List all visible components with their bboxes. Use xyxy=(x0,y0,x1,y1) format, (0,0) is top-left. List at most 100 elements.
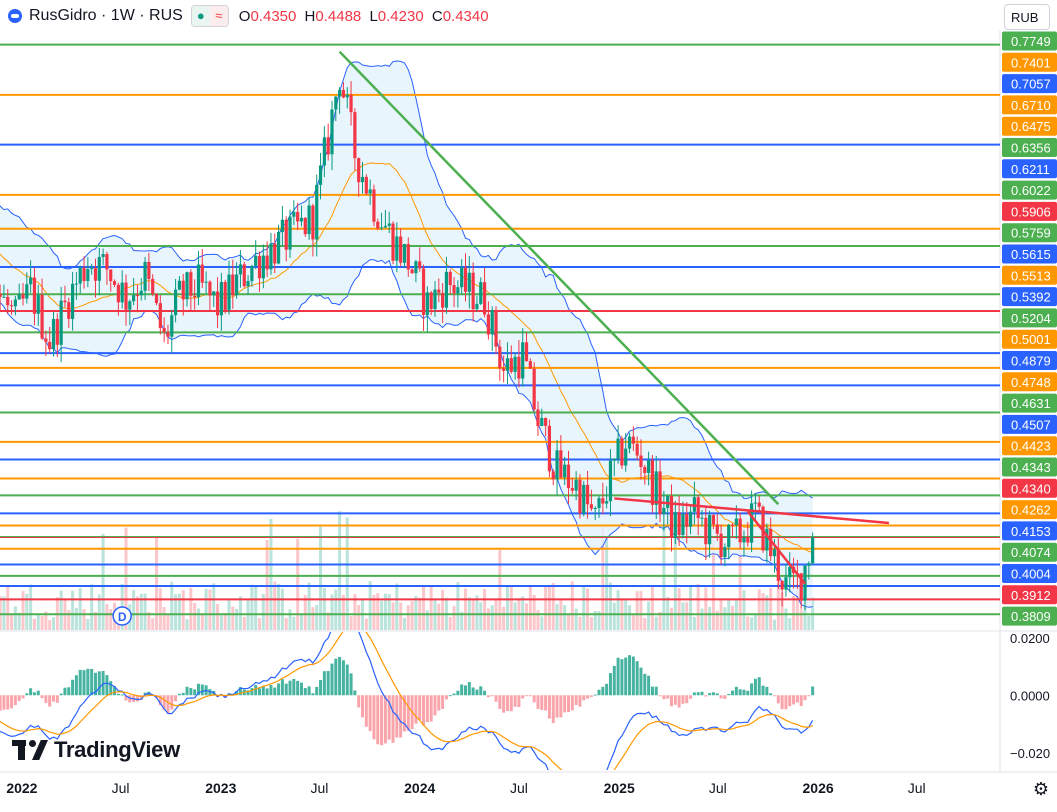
price-label: 0.4748 xyxy=(1011,375,1051,390)
histogram-bar xyxy=(307,686,311,696)
volume-bar xyxy=(52,617,56,630)
low-key: L xyxy=(369,7,378,25)
bollinger-lower xyxy=(0,259,813,608)
histogram-bar xyxy=(425,695,429,723)
price-label-box xyxy=(1002,585,1057,605)
symbol-title[interactable]: RusGidro · 1W · RUS xyxy=(29,7,183,24)
candle-body xyxy=(334,96,338,110)
candle-body xyxy=(124,282,128,310)
candle-body xyxy=(112,281,117,285)
candles xyxy=(0,81,815,611)
oscillator-pane xyxy=(0,632,815,770)
volume-bar xyxy=(807,615,811,630)
volume-bar xyxy=(254,585,258,630)
histogram-bar xyxy=(250,688,254,696)
volume-bar xyxy=(90,584,94,630)
volume-bar xyxy=(78,588,82,630)
trendline-red xyxy=(614,497,890,525)
volume-bar xyxy=(742,590,746,630)
histogram-bar xyxy=(280,679,284,696)
volume-bar xyxy=(662,524,666,630)
volume-bar xyxy=(177,593,181,630)
price-label: 0.5759 xyxy=(1011,226,1051,241)
volume-bar xyxy=(601,525,605,630)
histogram-bar xyxy=(570,695,574,711)
histogram-bar xyxy=(402,695,406,732)
tradingview-logo[interactable]: TradingView xyxy=(12,737,180,763)
histogram-bar xyxy=(383,695,387,744)
histogram-bar xyxy=(456,690,460,696)
histogram-bar xyxy=(784,695,788,710)
candle-body xyxy=(715,524,719,534)
candle-body xyxy=(681,514,685,535)
candle-body xyxy=(132,295,136,302)
volume-bar xyxy=(303,595,307,630)
histogram-bar xyxy=(319,679,323,696)
volume-bar xyxy=(502,606,506,630)
histogram-bar xyxy=(692,692,696,696)
candle-body xyxy=(273,243,277,264)
gear-icon[interactable]: ⚙ xyxy=(1032,779,1050,799)
histogram-bar xyxy=(2,695,6,710)
histogram-bar xyxy=(769,693,773,696)
histogram-bar xyxy=(90,668,94,696)
histogram-bar xyxy=(322,671,326,696)
candle-body xyxy=(658,471,662,515)
volume-bar xyxy=(505,586,509,630)
market-open-icon: ● xyxy=(191,6,210,26)
volume-bar xyxy=(200,613,204,630)
price-label: 0.4340 xyxy=(1011,481,1051,496)
candle-body xyxy=(109,269,113,282)
volume-bar xyxy=(692,616,696,630)
histogram-bar xyxy=(414,695,418,724)
volume-bar xyxy=(261,593,265,630)
volume-bar xyxy=(105,604,109,630)
candle-body xyxy=(441,292,445,308)
volume-bar xyxy=(242,616,246,630)
histogram-bar xyxy=(647,675,651,696)
histogram-bar xyxy=(181,692,185,696)
candle-body xyxy=(231,274,235,296)
volume-bar xyxy=(124,527,128,630)
volume-bar xyxy=(479,602,483,630)
histogram-bar xyxy=(105,675,109,696)
market-status-badge[interactable]: ● ≈ xyxy=(190,5,229,27)
candle-body xyxy=(147,261,151,279)
histogram-bar xyxy=(399,695,403,738)
candle-body xyxy=(734,518,738,526)
volume-bar xyxy=(669,607,673,630)
histogram-bar xyxy=(273,687,277,696)
candle-body xyxy=(292,211,296,217)
histogram-bar xyxy=(166,695,170,714)
volume-bar xyxy=(280,588,284,630)
candle-body xyxy=(727,524,731,548)
volume-bar xyxy=(174,594,178,630)
histogram-bar xyxy=(578,695,582,707)
candle-body xyxy=(296,211,300,222)
candle-body xyxy=(456,287,460,294)
legend-header: RusGidro · 1W · RUS ● ≈ O0.4350 H0.4488 … xyxy=(8,5,493,27)
candle-body xyxy=(433,289,437,310)
volume-bar xyxy=(338,511,342,630)
candle-body xyxy=(322,137,326,166)
price-label-box xyxy=(1002,180,1057,200)
histogram-bar xyxy=(574,695,578,706)
candle-body xyxy=(235,274,239,296)
candle-body xyxy=(59,300,63,345)
candle-body xyxy=(116,284,120,303)
volume-bar xyxy=(93,612,97,630)
candle-body xyxy=(544,417,548,426)
histogram-bar xyxy=(387,695,391,740)
candle-body xyxy=(196,264,201,298)
price-label: 0.6710 xyxy=(1011,98,1051,113)
histogram-bar xyxy=(776,695,780,704)
volume-bar xyxy=(170,581,174,630)
currency-button[interactable]: RUB xyxy=(1004,4,1050,30)
candle-body xyxy=(139,290,143,296)
histogram-bar xyxy=(811,686,815,696)
candle-body xyxy=(82,267,86,282)
volume-bar xyxy=(399,602,403,630)
histogram-bar xyxy=(490,695,494,697)
candle-body xyxy=(0,293,2,297)
